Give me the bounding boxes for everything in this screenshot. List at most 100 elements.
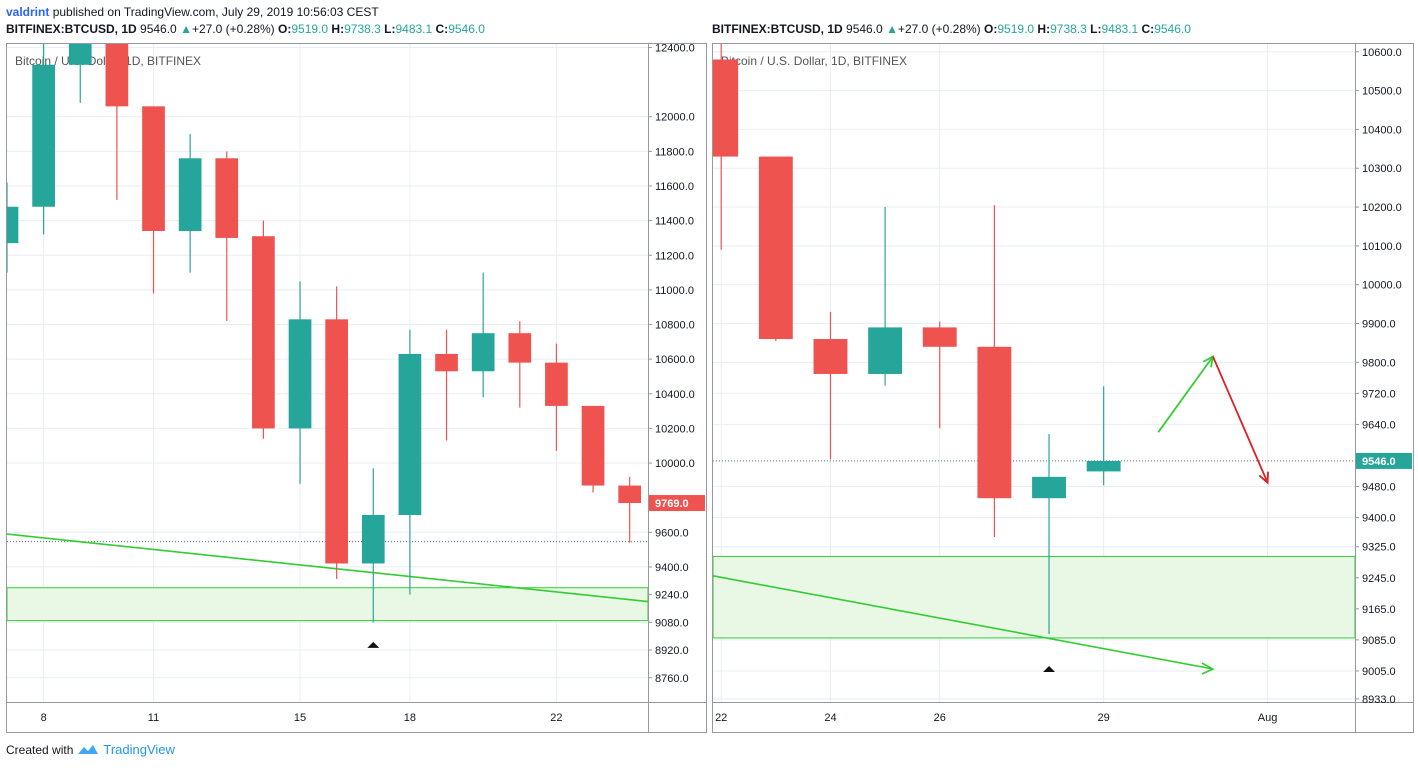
x-tick-label: 18 — [404, 712, 416, 724]
y-tick-label: 12400.0 — [655, 44, 695, 54]
close-value: 9546.0 — [1154, 22, 1191, 36]
y-tick-label: 11200.0 — [655, 250, 694, 262]
open-label: O: — [278, 22, 292, 36]
y-tick-label: 10100.0 — [1362, 241, 1402, 253]
open-value: 9519.0 — [291, 22, 329, 36]
plot-area: Bitcoin / U.S. Dollar, 1D, BITFINEX — [713, 44, 1355, 702]
y-tick-label: 9325.0 — [1362, 542, 1396, 554]
candle-body — [581, 405, 605, 486]
low-value: 9483.1 — [395, 22, 433, 36]
x-tick-label: 22 — [550, 712, 562, 724]
x-tick-label: 8 — [41, 712, 47, 724]
open-label: O: — [984, 22, 998, 36]
plot-area: Bitcoin / U.S. Dollar, 1D, BITFINEX — [7, 44, 648, 702]
low-value: 9483.1 — [1101, 22, 1139, 36]
candle-body — [435, 353, 458, 372]
candle-body — [252, 236, 275, 429]
last-price-tag — [1356, 452, 1412, 469]
candle-body — [7, 206, 19, 244]
close-value: 9546.0 — [448, 22, 485, 36]
author-link[interactable]: valdrint — [6, 5, 50, 19]
symbol-line-right: BITFINEX:BTCUSD, 1D 9546.0 ▲+27.0 (+0.28… — [712, 22, 1191, 36]
y-tick-label: 9165.0 — [1362, 604, 1396, 616]
open-value: 9519.0 — [997, 22, 1035, 36]
candle-body — [105, 44, 129, 107]
candle-body — [1032, 476, 1066, 499]
y-tick-label: 9640.0 — [1362, 419, 1396, 431]
high-label: H: — [331, 22, 345, 36]
chart-panel-right[interactable]: Bitcoin / U.S. Dollar, 1D, BITFINEX 10600… — [712, 43, 1414, 733]
created-with-label: Created with — [6, 742, 74, 757]
candle-body — [215, 158, 239, 238]
tradingview-logo-icon — [78, 744, 99, 754]
x-tick-label: 24 — [824, 712, 836, 724]
symbol-line-left: BITFINEX:BTCUSD, 1D 9546.0 ▲+27.0 (+0.28… — [6, 22, 485, 36]
y-tick-label: 11600.0 — [655, 181, 694, 193]
x-tick-label: 15 — [294, 712, 306, 724]
candlestick-chart-right[interactable]: Bitcoin / U.S. Dollar, 1D, BITFINEX 10600… — [713, 44, 1413, 732]
x-tick-label: 29 — [1098, 712, 1110, 724]
y-tick-label: 12000.0 — [655, 112, 695, 124]
x-tick-label: 11 — [148, 712, 159, 724]
high-value: 9738.3 — [344, 22, 381, 36]
y-tick-label: 9085.0 — [1362, 635, 1396, 647]
publish-text: published on TradingView.com, July 29, 2… — [52, 5, 379, 19]
footer: Created with TradingView — [6, 742, 175, 757]
candle-body — [508, 333, 532, 363]
x-tick-label: 26 — [934, 712, 946, 724]
support-zone — [713, 555, 1355, 639]
candle-body — [178, 158, 202, 232]
y-tick-label: 9400.0 — [655, 562, 689, 574]
y-tick-label: 10200.0 — [1362, 202, 1402, 214]
candle-body — [325, 319, 349, 564]
y-tick-label: 10000.0 — [655, 458, 695, 470]
change-label: +27.0 (+0.28%) — [191, 22, 275, 36]
candle-body — [813, 339, 848, 374]
y-tick-label: 11000.0 — [655, 285, 694, 297]
trendline — [7, 533, 648, 603]
candle-body — [545, 362, 568, 406]
x-tick-label: 22 — [715, 712, 727, 724]
y-tick-label: 11800.0 — [655, 146, 694, 158]
y-tick-label: 11400.0 — [655, 216, 694, 228]
last-price-label: 9769.0 — [655, 498, 689, 510]
y-tick-label: 9720.0 — [1362, 388, 1396, 400]
close-label: C: — [435, 22, 449, 36]
candlestick-chart-left[interactable]: Bitcoin / U.S. Dollar, 1D, BITFINEX 12400… — [7, 44, 706, 732]
y-tick-label: 9245.0 — [1362, 573, 1396, 585]
last-price-tag — [649, 495, 705, 512]
low-label: L: — [384, 22, 396, 36]
candle-body — [398, 353, 422, 515]
low-label: L: — [1090, 22, 1102, 36]
trendline-arrowhead — [1201, 662, 1215, 675]
support-zone — [7, 587, 648, 622]
y-tick-label: 10200.0 — [655, 423, 695, 435]
y-tick-label: 10000.0 — [1362, 280, 1402, 292]
candle-body — [1086, 460, 1121, 472]
candle-body — [68, 44, 92, 65]
y-tick-label: 9800.0 — [1362, 357, 1396, 369]
trendline — [713, 575, 1214, 670]
candle-body — [758, 156, 793, 340]
close-label: C: — [1141, 22, 1155, 36]
last-price-label: 9546.0 — [1362, 456, 1396, 468]
candle-body — [868, 327, 903, 374]
y-tick-label: 8760.0 — [655, 673, 689, 685]
y-tick-label: 9480.0 — [1362, 482, 1396, 494]
publish-header: valdrint published on TradingView.com, J… — [6, 5, 379, 19]
candle-body — [471, 333, 495, 372]
symbol-label: BITFINEX:BTCUSD, 1D — [6, 22, 137, 36]
candle-body — [618, 485, 642, 504]
candle-body — [361, 514, 385, 564]
y-tick-label: 10500.0 — [1362, 86, 1402, 98]
candle-body — [977, 346, 1012, 499]
tradingview-brand[interactable]: TradingView — [103, 742, 175, 757]
y-tick-label: 10400.0 — [1362, 124, 1402, 136]
y-tick-label: 10300.0 — [1362, 163, 1402, 175]
candle-body — [142, 106, 165, 232]
y-tick-label: 9600.0 — [655, 527, 689, 539]
change-arrow-icon: ▲ — [886, 22, 898, 36]
y-tick-label: 9080.0 — [655, 617, 689, 629]
chart-panel-left[interactable]: Bitcoin / U.S. Dollar, 1D, BITFINEX 12400… — [6, 43, 707, 733]
y-tick-label: 9400.0 — [1362, 513, 1396, 525]
